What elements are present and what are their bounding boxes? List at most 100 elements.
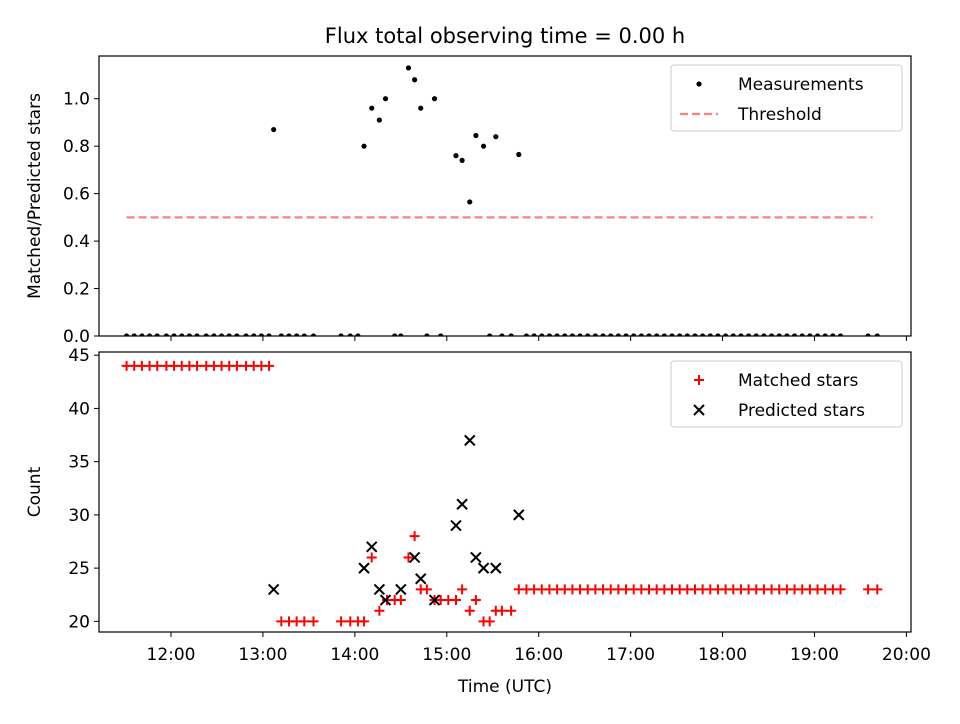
measurement-point (723, 333, 729, 336)
measurement-point (799, 333, 805, 336)
x-tick-label: 12:00 (147, 645, 196, 665)
measurement-point (412, 77, 418, 83)
predicted-star-marker (477, 562, 490, 574)
measurement-point (623, 333, 629, 336)
matched-star-marker (336, 616, 347, 627)
measurement-point (531, 333, 537, 336)
measurement-point (776, 333, 782, 336)
y-tick-label: 0.6 (63, 185, 90, 205)
predicted-star-marker (415, 573, 427, 585)
measurement-point (310, 333, 317, 336)
measurement-point (431, 96, 438, 102)
measurement-point (677, 333, 683, 336)
measurement-point (692, 333, 698, 336)
y-tick-label: 0.2 (63, 280, 90, 300)
y-tick-label: 45 (68, 346, 90, 366)
x-axis-label: Time (UTC) (457, 677, 552, 697)
measurement-point (179, 333, 185, 336)
measurement-point (131, 333, 137, 336)
x-tick-label: 16:00 (514, 645, 563, 665)
measurement-point (251, 333, 257, 336)
matched-star-marker (299, 616, 310, 627)
measurement-point (473, 132, 479, 139)
matched-star-marker (395, 595, 406, 606)
measurement-point (438, 333, 444, 336)
matched-star-marker (403, 552, 414, 563)
measurement-point (638, 333, 644, 336)
legend-box (670, 64, 903, 132)
y-axis-label: Count (25, 466, 45, 517)
measurement-point (738, 333, 744, 336)
measurement-point (278, 333, 284, 336)
matched-star-marker (308, 616, 319, 627)
measurement-point (186, 333, 192, 336)
measurement-point (508, 333, 514, 336)
measurement-point (730, 333, 736, 336)
predicted-star-marker (358, 562, 370, 574)
axes-frame (98, 55, 912, 337)
legend-measurement-swatch (696, 81, 702, 87)
measurement-point (243, 333, 249, 336)
measurement-point (480, 143, 487, 149)
measurement-point (338, 333, 344, 336)
y-tick-label: 25 (68, 559, 90, 579)
x-tick-label: 20:00 (882, 645, 931, 665)
measurement-point (791, 333, 798, 336)
matched-star-marker (409, 531, 420, 542)
matched-star-marker (464, 605, 475, 616)
predicted-star-marker (450, 519, 462, 532)
ratio-panel: 0.0 0.2 0.4 0.6 0.8 1.0 Flux total observing t… (25, 24, 912, 347)
measurement-point (467, 199, 473, 205)
measurement-point (218, 333, 225, 336)
legend-label: Matched stars (738, 371, 858, 391)
y-tick-label: 40 (68, 399, 90, 419)
measurement-point (376, 117, 382, 123)
measurement-point (523, 333, 530, 336)
plot-area (123, 65, 880, 336)
legend-label: Threshold (737, 105, 822, 125)
measurement-point (286, 333, 292, 336)
measurement-point (361, 143, 367, 149)
predicted-star-marker (379, 594, 392, 606)
predicted-star-marker (456, 498, 468, 510)
measurement-point (382, 96, 389, 102)
matched-star-marker (152, 360, 163, 371)
measurement-point (807, 333, 813, 336)
measurement-point (569, 333, 576, 336)
measurement-point (499, 333, 505, 336)
x-tick-label: 19:00 (790, 645, 839, 665)
predicted-star-marker (428, 594, 441, 606)
y-tick-label: 20 (68, 612, 90, 632)
measurement-point (203, 333, 209, 336)
measurement-point (258, 333, 264, 336)
plot-area (121, 360, 883, 627)
measurement-point (830, 333, 836, 336)
x-tick-label: 13:00 (238, 645, 287, 665)
measurement-point (369, 105, 375, 111)
matched-star-marker (872, 584, 883, 595)
measurement-point (600, 333, 606, 336)
measurement-point (715, 333, 721, 336)
measurement-point (294, 333, 300, 336)
predicted-star-marker (267, 583, 280, 596)
matched-star-marker (496, 605, 507, 616)
measurement-point (768, 333, 775, 336)
measurement-point (146, 333, 153, 336)
measurement-point (398, 333, 404, 336)
legend-label: Predicted stars (738, 401, 865, 421)
measurement-point (761, 333, 767, 336)
measurement-point (585, 333, 591, 336)
measurement-point (266, 333, 272, 336)
measurement-point (516, 151, 522, 158)
predicted-star-marker (373, 583, 386, 596)
measurement-point (608, 333, 614, 336)
legend-predicted-swatch (693, 404, 705, 416)
matched-star-marker (231, 360, 242, 371)
legend-matched-swatch (694, 375, 704, 385)
matched-star-marker (366, 552, 377, 563)
matched-star-marker (374, 605, 385, 616)
measurement-point (459, 157, 465, 164)
predicted-star-marker (464, 434, 476, 447)
measurement-point (271, 126, 277, 133)
